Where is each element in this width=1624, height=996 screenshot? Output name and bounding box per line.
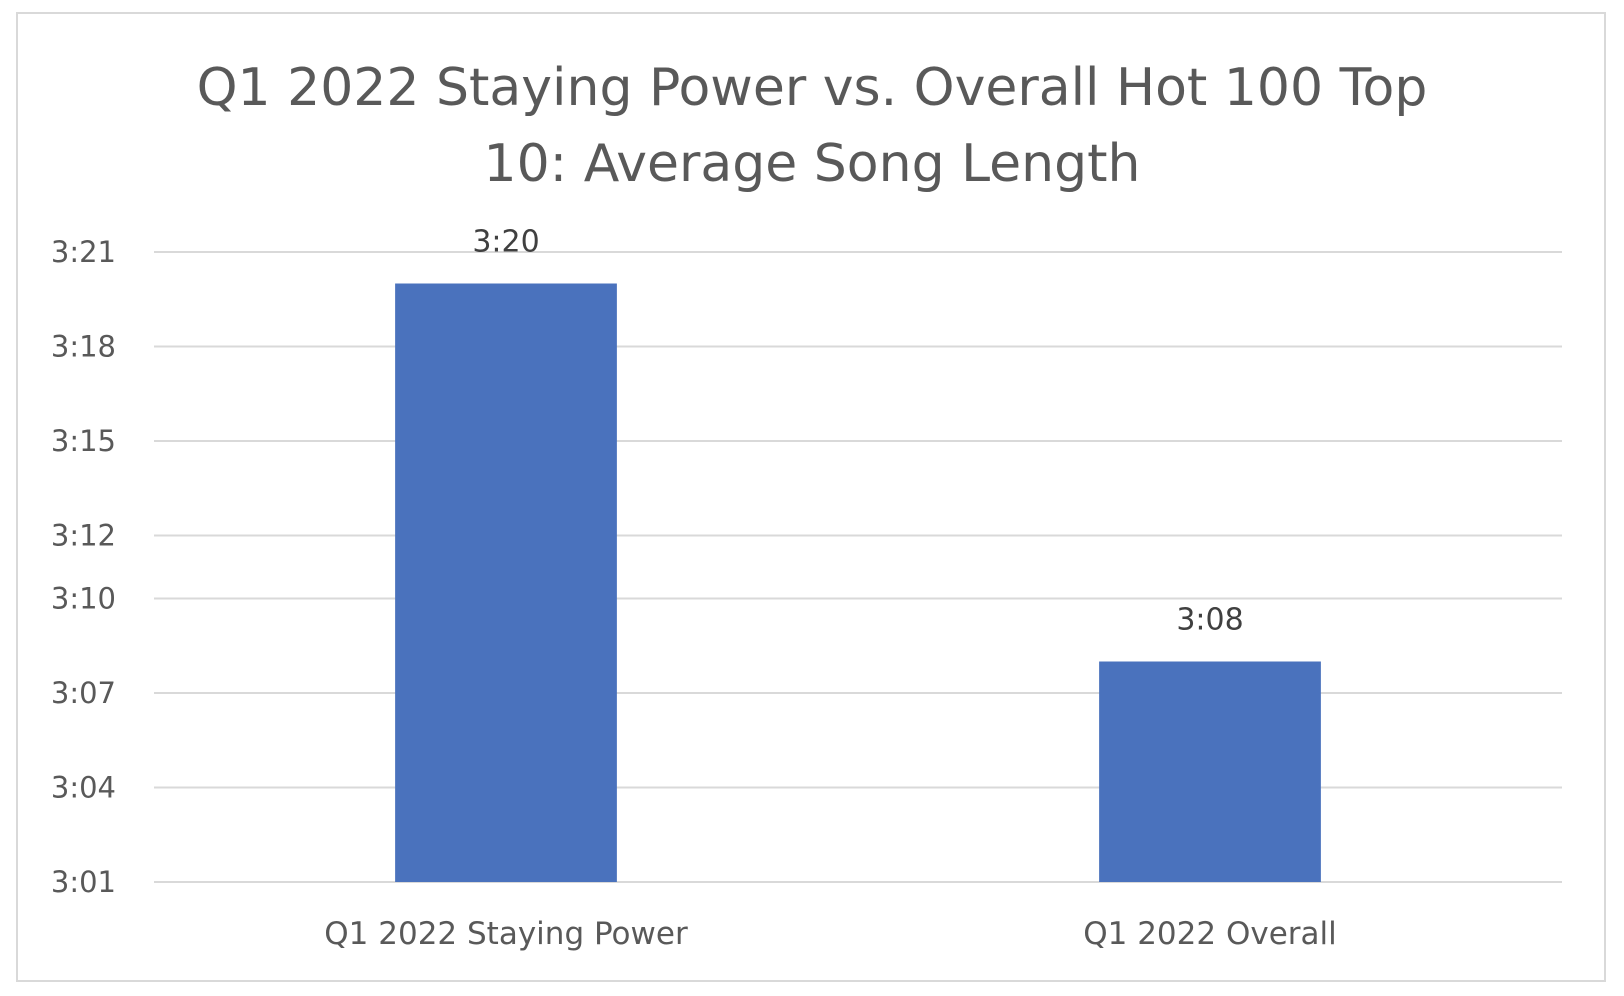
y-tick-label: 3:07 <box>51 676 116 710</box>
bars <box>395 283 1321 882</box>
y-tick-label: 3:04 <box>51 771 116 805</box>
category-label: Q1 2022 Staying Power <box>324 916 688 952</box>
chart-title-line-1: Q1 2022 Staying Power vs. Overall Hot 10… <box>196 58 1428 118</box>
data-labels: 3:20 3:08 <box>472 225 1243 638</box>
gridlines <box>154 251 1562 883</box>
category-labels: Q1 2022 Staying Power Q1 2022 Overall <box>324 916 1336 952</box>
y-tick-label: 3:18 <box>51 330 116 364</box>
chart-frame <box>16 12 1606 982</box>
y-tick-label: 3:10 <box>51 582 116 616</box>
bar <box>1099 661 1321 882</box>
y-tick-label: 3:12 <box>51 519 116 553</box>
chart-title-line-2: 10: Average Song Length <box>483 134 1141 194</box>
y-tick-label: 3:15 <box>51 424 116 458</box>
bar <box>395 283 617 882</box>
chart-title: Q1 2022 Staying Power vs. Overall Hot 10… <box>0 50 1624 202</box>
y-tick-label: 3:01 <box>51 865 116 899</box>
data-label: 3:20 <box>472 225 539 260</box>
y-tick-label: 3:21 <box>51 235 116 269</box>
category-label: Q1 2022 Overall <box>1083 916 1337 952</box>
y-axis-tick-labels: 3:01 3:04 3:07 3:10 3:12 3:15 3:18 3:21 <box>51 235 116 899</box>
data-label: 3:08 <box>1176 603 1243 638</box>
